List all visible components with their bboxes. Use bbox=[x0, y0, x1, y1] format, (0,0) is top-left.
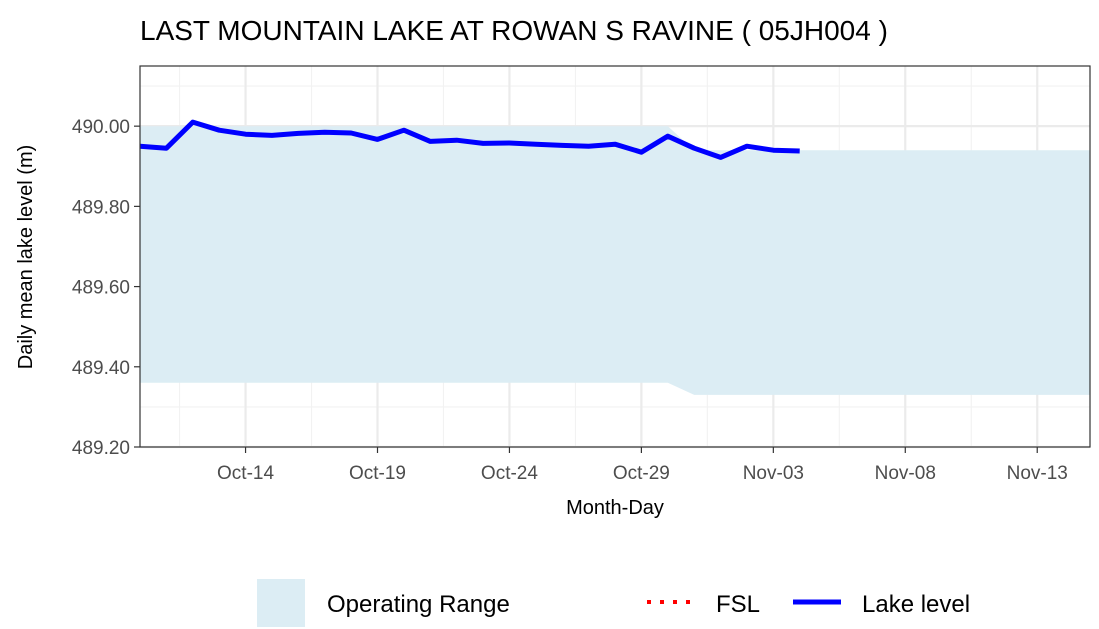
x-tick-label: Oct-14 bbox=[217, 463, 274, 484]
legend-label-operating-range: Operating Range bbox=[327, 591, 510, 618]
y-tick-label: 489.60 bbox=[72, 278, 130, 299]
x-tick-label: Nov-08 bbox=[875, 463, 936, 484]
y-axis: 489.20 489.40 489.60 489.80 490.00 bbox=[72, 117, 140, 459]
legend-label-lake-level: Lake level bbox=[862, 591, 970, 618]
x-tick-label: Oct-29 bbox=[613, 463, 670, 484]
x-tick-label: Nov-03 bbox=[743, 463, 804, 484]
legend-key-operating-range bbox=[257, 579, 305, 627]
x-tick-label: Oct-24 bbox=[481, 463, 538, 484]
legend-label-fsl: FSL bbox=[716, 591, 760, 618]
chart-title: LAST MOUNTAIN LAKE AT ROWAN S RAVINE ( 0… bbox=[140, 15, 888, 46]
y-tick-label: 490.00 bbox=[72, 117, 130, 138]
x-tick-label: Nov-13 bbox=[1007, 463, 1068, 484]
plot-border bbox=[139, 65, 1091, 448]
plot-panel bbox=[139, 65, 1091, 449]
y-tick-label: 489.20 bbox=[72, 438, 130, 459]
legend: Operating Range FSL Lake level bbox=[257, 579, 970, 627]
y-axis-label: Daily mean lake level (m) bbox=[15, 145, 37, 370]
lake-level-line bbox=[139, 119, 800, 160]
x-axis-label: Month-Day bbox=[566, 497, 664, 519]
x-tick-label: Oct-19 bbox=[349, 463, 406, 484]
operating-range-area bbox=[140, 126, 1090, 395]
y-tick-label: 489.40 bbox=[72, 358, 130, 379]
y-tick-label: 489.80 bbox=[72, 197, 130, 218]
x-axis: Oct-14 Oct-19 Oct-24 Oct-29 Nov-03 Nov-08 Nov-… bbox=[217, 447, 1068, 484]
